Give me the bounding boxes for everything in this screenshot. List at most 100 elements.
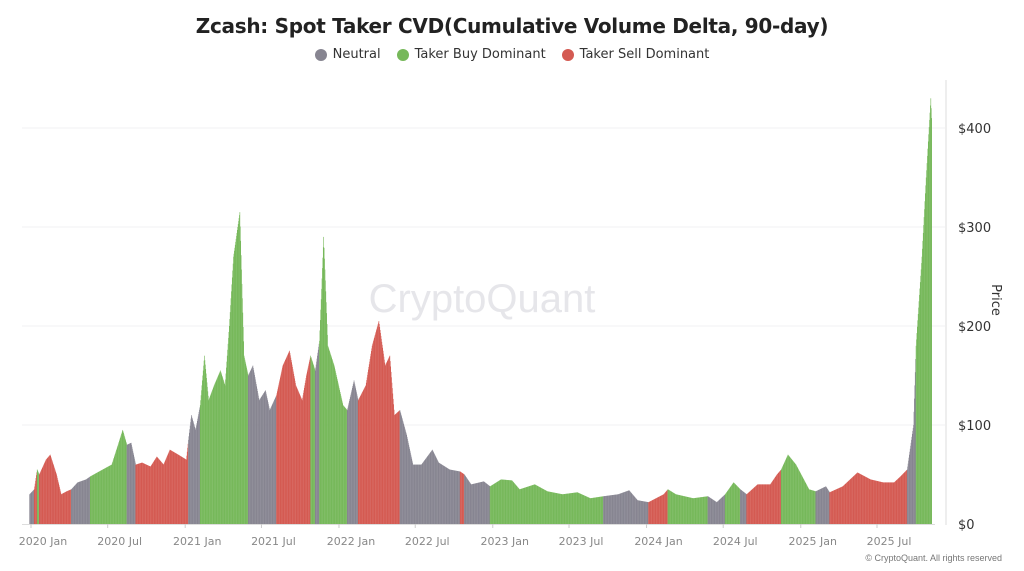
legend-item-buy[interactable]: Taker Buy Dominant <box>396 47 546 62</box>
bar-sell <box>395 413 397 524</box>
x-tick-label: 2020 Jul <box>97 535 142 548</box>
bar-neutral <box>434 454 436 524</box>
bar-sell <box>648 502 649 524</box>
bar-buy <box>90 476 92 524</box>
bar-sell <box>767 484 768 524</box>
bar-sell <box>758 484 760 524</box>
bar-neutral <box>80 481 82 524</box>
bar-buy <box>531 485 533 524</box>
bar-buy <box>556 493 558 524</box>
bar-neutral <box>257 393 259 524</box>
bar-buy <box>672 492 674 524</box>
bar-sell <box>60 494 62 524</box>
bar-neutral <box>723 495 724 524</box>
bar-buy <box>328 348 330 524</box>
bar-neutral <box>826 487 828 524</box>
bar-neutral <box>448 469 450 524</box>
bar-neutral <box>269 409 271 524</box>
x-tick-label: 2022 Jul <box>405 535 450 548</box>
bar-neutral <box>712 499 713 524</box>
bar-sell <box>177 454 178 524</box>
bar-buy <box>920 269 922 524</box>
bar-sell <box>772 481 773 524</box>
bar-sell <box>832 490 833 524</box>
bar-sell <box>277 387 279 524</box>
bar-neutral <box>188 439 189 524</box>
bar-neutral <box>633 496 635 524</box>
bar-buy <box>676 494 678 524</box>
bar-buy <box>335 373 337 524</box>
legend-item-neutral[interactable]: Neutral <box>314 47 381 62</box>
bar-sell <box>183 458 185 524</box>
bar-buy <box>569 493 571 524</box>
bar-sell <box>395 414 396 524</box>
bar-sell <box>165 459 167 524</box>
bar-buy <box>507 480 509 524</box>
bar-neutral <box>348 404 349 524</box>
bar-sell <box>276 393 278 524</box>
bar-buy <box>699 497 701 524</box>
bar-neutral <box>611 495 613 524</box>
bar-neutral <box>468 480 469 524</box>
bar-sell <box>166 457 167 524</box>
bar-buy <box>110 465 112 524</box>
x-tick-label: 2025 Jul <box>867 535 912 548</box>
bar-buy <box>334 369 336 524</box>
bar-buy <box>799 471 801 524</box>
x-tick-label: 2023 Jan <box>481 535 529 548</box>
bar-sell <box>293 373 295 524</box>
bar-buy <box>739 488 740 524</box>
bar-sell <box>285 359 287 524</box>
bar-sell <box>845 483 847 524</box>
bar-neutral <box>619 493 621 524</box>
legend-item-sell[interactable]: Taker Sell Dominant <box>561 47 709 62</box>
bar-sell <box>374 334 376 524</box>
bar-buy <box>540 487 541 524</box>
bar-sell <box>842 486 844 524</box>
bar-buy <box>730 486 731 524</box>
bar-neutral <box>820 488 822 524</box>
bar-neutral <box>195 429 196 524</box>
bar-sell <box>383 353 384 524</box>
bar-sell <box>850 478 852 524</box>
bar-sell <box>751 490 752 524</box>
bar-sell <box>298 393 300 524</box>
bar-buy <box>727 491 728 524</box>
bar-neutral <box>446 467 448 524</box>
bar-neutral <box>424 460 426 524</box>
bar-neutral <box>470 483 471 524</box>
bar-sell <box>381 338 382 524</box>
bar-buy <box>732 483 734 524</box>
bar-neutral <box>608 495 610 524</box>
bar-sell <box>289 350 290 524</box>
bar-sell <box>361 393 362 524</box>
bar-buy <box>489 486 491 524</box>
bar-buy <box>601 496 602 524</box>
bar-neutral <box>456 470 458 524</box>
bar-buy <box>533 484 534 524</box>
bar-buy <box>229 319 231 524</box>
bar-neutral <box>427 456 429 524</box>
bar-buy <box>594 497 595 524</box>
bar-sell <box>759 484 761 524</box>
bar-neutral <box>253 370 255 524</box>
bar-neutral <box>30 492 32 524</box>
bar-neutral <box>447 468 448 524</box>
bar-neutral <box>191 416 193 524</box>
bar-neutral <box>188 436 190 524</box>
bar-neutral <box>828 491 830 524</box>
bar-buy <box>336 378 338 524</box>
bar-neutral <box>77 482 78 524</box>
bar-sell <box>764 484 766 524</box>
bar-buy <box>227 343 229 524</box>
bar-buy <box>233 253 235 525</box>
bar-sell <box>660 496 661 524</box>
bar-neutral <box>644 501 646 524</box>
bar-neutral <box>914 398 915 524</box>
bar-sell <box>357 400 359 524</box>
bar-sell <box>769 484 771 524</box>
bar-sell <box>186 459 187 524</box>
bar-buy <box>927 155 928 524</box>
bar-buy <box>814 491 816 524</box>
